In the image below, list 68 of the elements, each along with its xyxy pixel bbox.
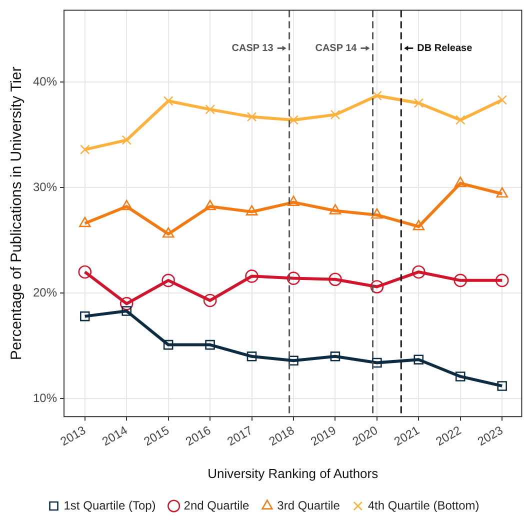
point	[497, 95, 507, 105]
point	[288, 196, 300, 206]
x-tick-label: 2014	[100, 423, 130, 449]
point	[204, 200, 216, 210]
y-tick-label: 10%	[32, 390, 58, 405]
point	[205, 340, 215, 350]
x-tick-label: 2020	[350, 423, 380, 449]
point	[496, 187, 508, 198]
point	[370, 280, 384, 294]
point	[497, 381, 507, 391]
point	[330, 110, 340, 120]
x-tick-label: 2022	[433, 423, 464, 449]
legend-label: 2nd Quartile	[184, 498, 250, 512]
y-tick-label: 20%	[32, 285, 58, 300]
point	[372, 358, 382, 368]
point	[414, 98, 424, 108]
point	[329, 204, 342, 214]
point	[288, 356, 298, 366]
y-axis-title: Percentage of Publications in University Tier	[8, 66, 26, 360]
point	[414, 354, 424, 364]
point	[78, 265, 92, 279]
point	[372, 90, 382, 101]
x-tick-label: 2016	[183, 423, 214, 449]
point	[203, 294, 217, 308]
legend-label: 3rd Quartile	[277, 498, 340, 512]
ref-line-label: CASP 14	[315, 42, 358, 54]
ref-line-label: DB Release	[417, 42, 473, 54]
point	[122, 306, 132, 316]
point	[79, 216, 91, 228]
point	[412, 220, 424, 230]
point	[246, 205, 258, 216]
x-tick-label: 2019	[308, 423, 339, 449]
point	[330, 352, 340, 362]
point	[454, 176, 466, 187]
point	[455, 115, 466, 125]
x-tick-label: 2013	[58, 423, 88, 449]
point	[246, 112, 257, 122]
y-tick-label: 30%	[32, 180, 58, 194]
x-tick-label: 2018	[266, 423, 297, 449]
point	[163, 340, 174, 350]
x-tick-label: 2021	[392, 423, 422, 449]
point	[162, 274, 175, 288]
point	[286, 272, 300, 285]
y-tick-label: 40%	[32, 74, 58, 88]
x-tick-label: 2017	[224, 423, 256, 449]
point	[371, 208, 383, 219]
ref-line-label: CASP 13	[232, 42, 274, 54]
point	[288, 115, 298, 125]
point	[80, 144, 90, 154]
legend-label: 1st Quartile (Top)	[64, 498, 156, 512]
point	[455, 372, 466, 382]
point	[205, 104, 215, 114]
point	[80, 311, 90, 322]
point	[162, 227, 174, 238]
point	[454, 274, 468, 288]
point	[120, 200, 132, 210]
point	[246, 352, 257, 362]
point	[122, 135, 132, 145]
point	[412, 265, 426, 279]
point	[328, 272, 342, 286]
x-tick-label: 2015	[141, 423, 172, 449]
point	[495, 274, 509, 288]
x-tick-label: 2023	[475, 423, 506, 449]
point	[163, 96, 174, 106]
point	[120, 296, 134, 310]
x-axis-title: University Ranking of Authors	[208, 466, 379, 481]
point	[245, 270, 258, 283]
legend-label: 4th Quartile (Bottom)	[368, 498, 480, 512]
